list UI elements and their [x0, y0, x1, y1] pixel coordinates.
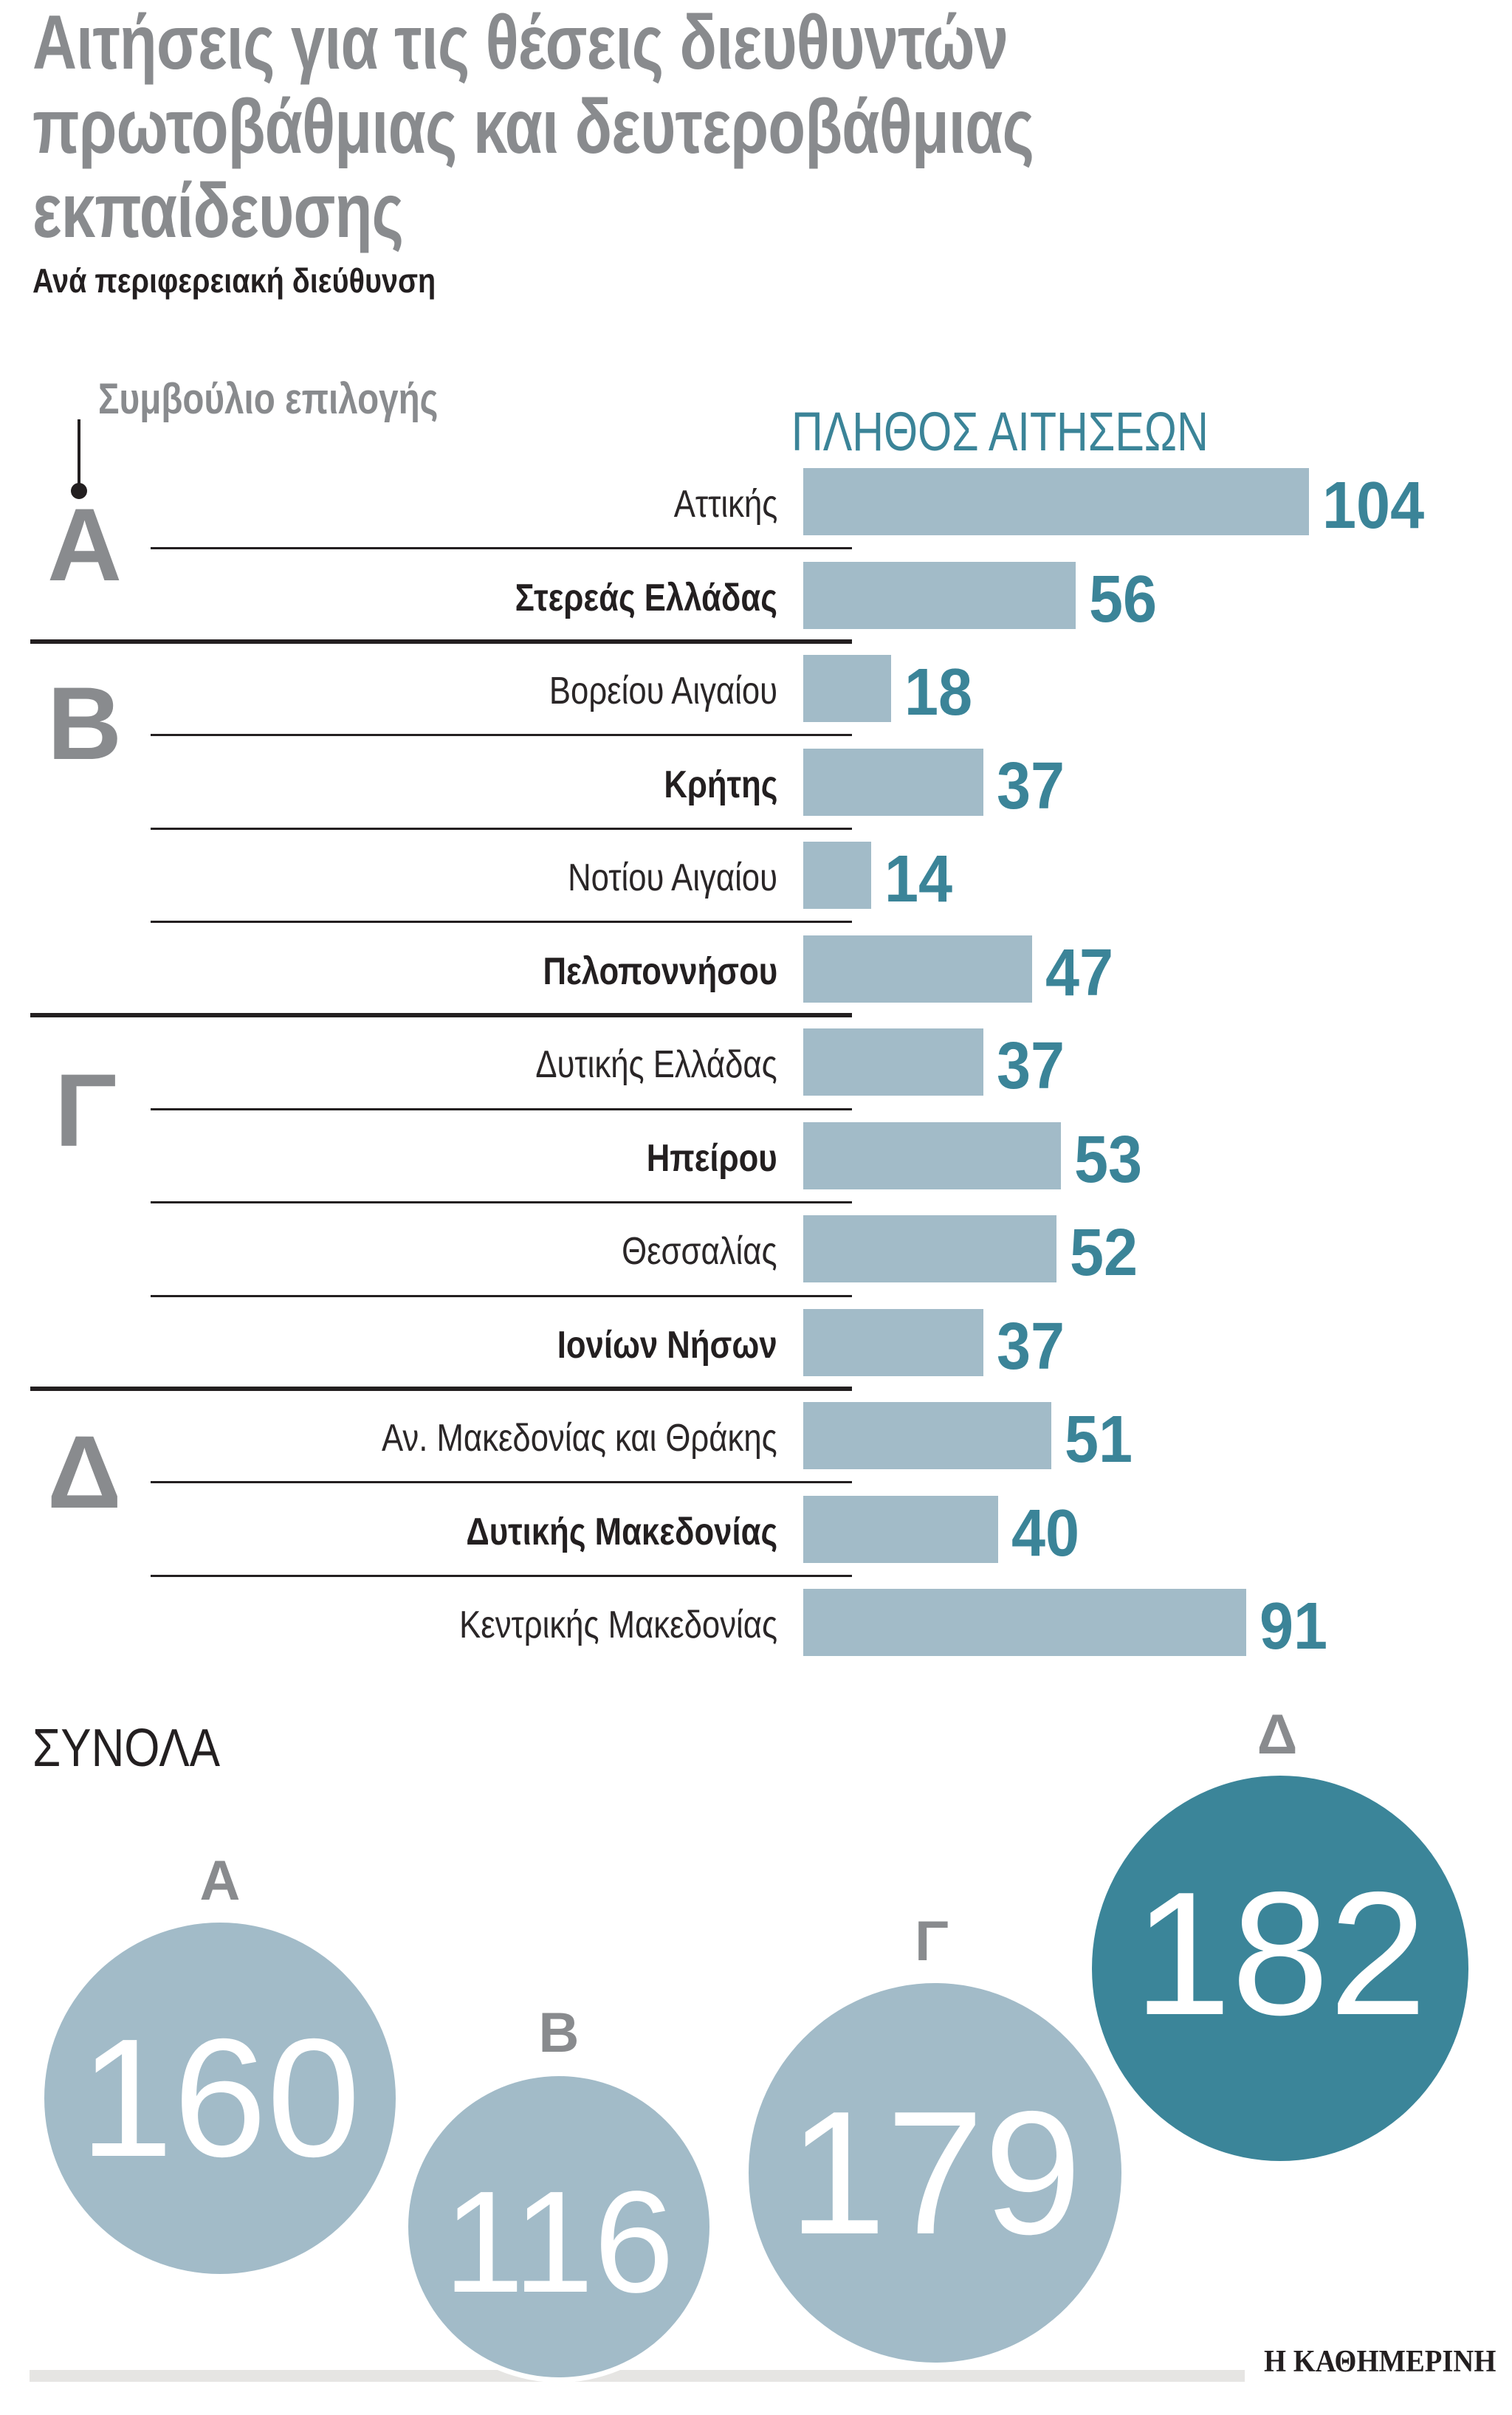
total-bubble-c: 179 — [749, 1983, 1121, 2363]
row-divider — [151, 1295, 852, 1297]
total-value-c: 179 — [788, 2075, 1082, 2271]
count-axis-label: ΠΛΗΘΟΣ ΑΙΤΗΣΕΩΝ — [791, 401, 1209, 462]
group-letter-d: Δ — [47, 1414, 122, 1530]
bar-value-label: 52 — [1070, 1216, 1138, 1290]
bar-label: Δυτικής Μακεδονίας — [466, 1510, 777, 1553]
row-divider — [151, 828, 852, 830]
row-divider — [151, 547, 852, 549]
bar-row: Δυτικής Μακεδονίας 40 — [0, 1495, 1512, 1590]
row-divider — [151, 1481, 852, 1483]
bubble-label-a: Α — [199, 1849, 241, 1912]
total-bubble-b: 116 — [408, 2076, 709, 2377]
bar-label: Νοτίου Αιγαίου — [568, 856, 777, 899]
bar-value-label: 47 — [1045, 935, 1114, 1010]
row-divider — [151, 1108, 852, 1110]
group-letter-c: Γ — [55, 1052, 117, 1168]
group-divider — [30, 1387, 852, 1391]
totals-title: ΣΥΝΟΛΑ — [32, 1719, 221, 1778]
bar-row: Αττικής 104 — [0, 468, 1512, 562]
bar — [803, 655, 891, 722]
group-letter-a: Α — [47, 487, 123, 602]
bar-label: Πελοποννήσου — [543, 949, 777, 993]
bar-row: Κεντρικής Μακεδονίας 91 — [0, 1589, 1512, 1683]
bar-row: Αν. Μακεδονίας και Θράκης 51 — [0, 1402, 1512, 1496]
bar-value-label: 91 — [1260, 1590, 1328, 1663]
baseline-rule — [30, 2370, 1245, 2382]
bubble-label-d: Δ — [1257, 1703, 1298, 1766]
bar-label: Κρήτης — [663, 763, 777, 806]
bar-row: Ηπείρου 53 — [0, 1121, 1512, 1216]
total-value-d: 182 — [1133, 1855, 1427, 2052]
bar-row: Ιονίων Νήσων 37 — [0, 1308, 1512, 1403]
bar — [803, 748, 983, 816]
bar-value-label: 104 — [1322, 469, 1425, 543]
bar — [803, 1402, 1051, 1469]
row-divider — [151, 1575, 852, 1577]
bar-label: Αν. Μακεδονίας και Θράκης — [382, 1417, 777, 1460]
total-value-a: 160 — [79, 2004, 361, 2192]
group-divider — [30, 1013, 852, 1017]
bar-label: Ιονίων Νήσων — [557, 1323, 777, 1367]
bar-value-label: 56 — [1089, 562, 1158, 636]
bar-row: Βορείου Αιγαίου 18 — [0, 655, 1512, 749]
bar-label: Στερεάς Ελλάδας — [515, 576, 777, 619]
bar-label: Θεσσαλίας — [622, 1230, 777, 1273]
bar — [803, 1308, 983, 1376]
bar — [803, 1495, 998, 1563]
bar-row: Κρήτης 37 — [0, 748, 1512, 842]
publisher-logo: Η ΚΑΘΗΜΕΡΙΝΗ — [1264, 2345, 1496, 2379]
bar-label: Ηπείρου — [647, 1136, 777, 1180]
bar — [803, 1215, 1056, 1282]
bar-row: Θεσσαλίας 52 — [0, 1215, 1512, 1309]
total-value-b: 116 — [443, 2160, 675, 2323]
bar-value-label: 37 — [997, 749, 1065, 823]
bar-value-label: 37 — [997, 1309, 1065, 1384]
bar-value-label: 18 — [904, 656, 973, 729]
bar-value-label: 37 — [997, 1029, 1065, 1103]
row-divider — [151, 734, 852, 736]
total-bubble-a: 160 — [44, 1923, 396, 2274]
bar — [803, 468, 1309, 535]
total-bubble-d: 182 — [1092, 1776, 1468, 2161]
chart-subtitle: Ανά περιφερειακή διεύθυνση — [32, 261, 436, 300]
bar-label: Βορείου Αιγαίου — [549, 670, 777, 712]
bar-row: Πελοποννήσου 47 — [0, 935, 1512, 1029]
bar-value-label: 53 — [1074, 1122, 1143, 1197]
bar-value-label: 14 — [884, 842, 953, 916]
bar — [803, 1589, 1246, 1656]
row-divider — [151, 921, 852, 923]
council-pointer-dot-icon — [71, 483, 87, 499]
bubble-label-b: Β — [538, 2002, 580, 2064]
bar-label: Αττικής — [673, 483, 777, 526]
row-divider — [151, 1201, 852, 1203]
bar-label: Δυτικής Ελλάδας — [535, 1043, 777, 1086]
council-axis-label: Συμβούλιο επιλογής — [98, 375, 439, 423]
bar-row: Στερεάς Ελλάδας 56 — [0, 561, 1512, 656]
bubble-label-c: Γ — [915, 1910, 949, 1973]
bar-value-label: 51 — [1065, 1403, 1133, 1477]
bar — [803, 842, 871, 909]
bar — [803, 1028, 983, 1096]
group-divider — [30, 639, 852, 644]
bar-label: Κεντρικής Μακεδονίας — [459, 1604, 777, 1646]
bar — [803, 561, 1076, 629]
bar — [803, 1121, 1061, 1189]
council-pointer-line — [78, 419, 80, 487]
chart-title-line-3: εκπαίδευσης — [32, 168, 404, 254]
bar — [803, 935, 1032, 1003]
bar-value-label: 40 — [1011, 1496, 1080, 1570]
chart-title-line-2: πρωτοβάθμιας και δευτεροβάθμιας — [32, 84, 1034, 170]
bar-row: Δυτικής Ελλάδας 37 — [0, 1028, 1512, 1122]
group-letter-b: Β — [47, 665, 123, 781]
bar-row: Νοτίου Αιγαίου 14 — [0, 842, 1512, 935]
chart-title-line-1: Αιτήσεις για τις θέσεις διευθυντών — [32, 0, 1008, 86]
